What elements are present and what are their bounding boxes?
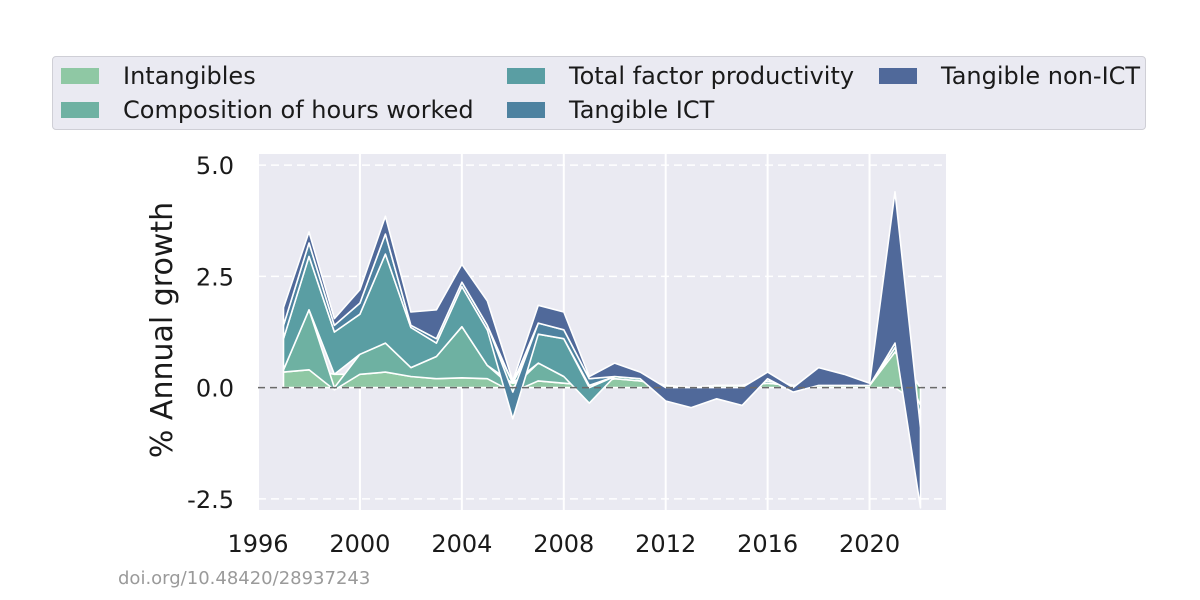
x-tick-label: 2004 — [431, 530, 492, 558]
legend-swatch — [507, 102, 545, 118]
y-tick-label: 0.0 — [196, 375, 234, 403]
x-tick-label: 2012 — [635, 530, 696, 558]
legend-swatch — [61, 68, 99, 84]
x-tick-label: 2016 — [737, 530, 798, 558]
area-tangible-non-ict — [282, 191, 922, 509]
legend-swatch — [879, 68, 917, 84]
y-tick-label: 5.0 — [196, 152, 234, 180]
legend-item-total-factor-productivity: Total factor productivity — [507, 62, 854, 90]
legend-label: Intangibles — [123, 62, 256, 90]
legend-item-tangible-ict: Tangible ICT — [507, 96, 714, 124]
x-tick-label: 2020 — [839, 530, 900, 558]
y-tick-label: 2.5 — [196, 263, 234, 291]
legend-item-composition-of-hours-worked: Composition of hours worked — [61, 96, 474, 124]
y-axis-ticks: 5.0 2.5 0.0 -2.5 — [187, 152, 234, 514]
legend-swatch — [61, 102, 99, 118]
legend-label: Tangible non-ICT — [941, 62, 1141, 90]
area-series — [282, 191, 922, 509]
y-tick-label: -2.5 — [187, 486, 234, 514]
legend-label: Total factor productivity — [569, 62, 855, 90]
legend-label: Composition of hours worked — [123, 96, 474, 124]
doi-link[interactable]: doi.org/10.48420/28937243 — [118, 568, 371, 589]
x-tick-label: 1996 — [227, 530, 288, 558]
legend-item-tangible-non-ict: Tangible non-ICT — [879, 62, 1140, 90]
legend-label: Tangible ICT — [569, 96, 715, 124]
y-axis-label: % Annual growth — [145, 202, 180, 458]
x-tick-label: 2000 — [329, 530, 390, 558]
x-axis-ticks: 1996 2000 2004 2008 2012 2016 2020 — [227, 530, 900, 558]
legend: Intangibles Composition of hours worked … — [52, 56, 1146, 130]
legend-item-intangibles: Intangibles — [61, 62, 256, 90]
x-tick-label: 2008 — [533, 530, 594, 558]
legend-swatch — [507, 68, 545, 84]
